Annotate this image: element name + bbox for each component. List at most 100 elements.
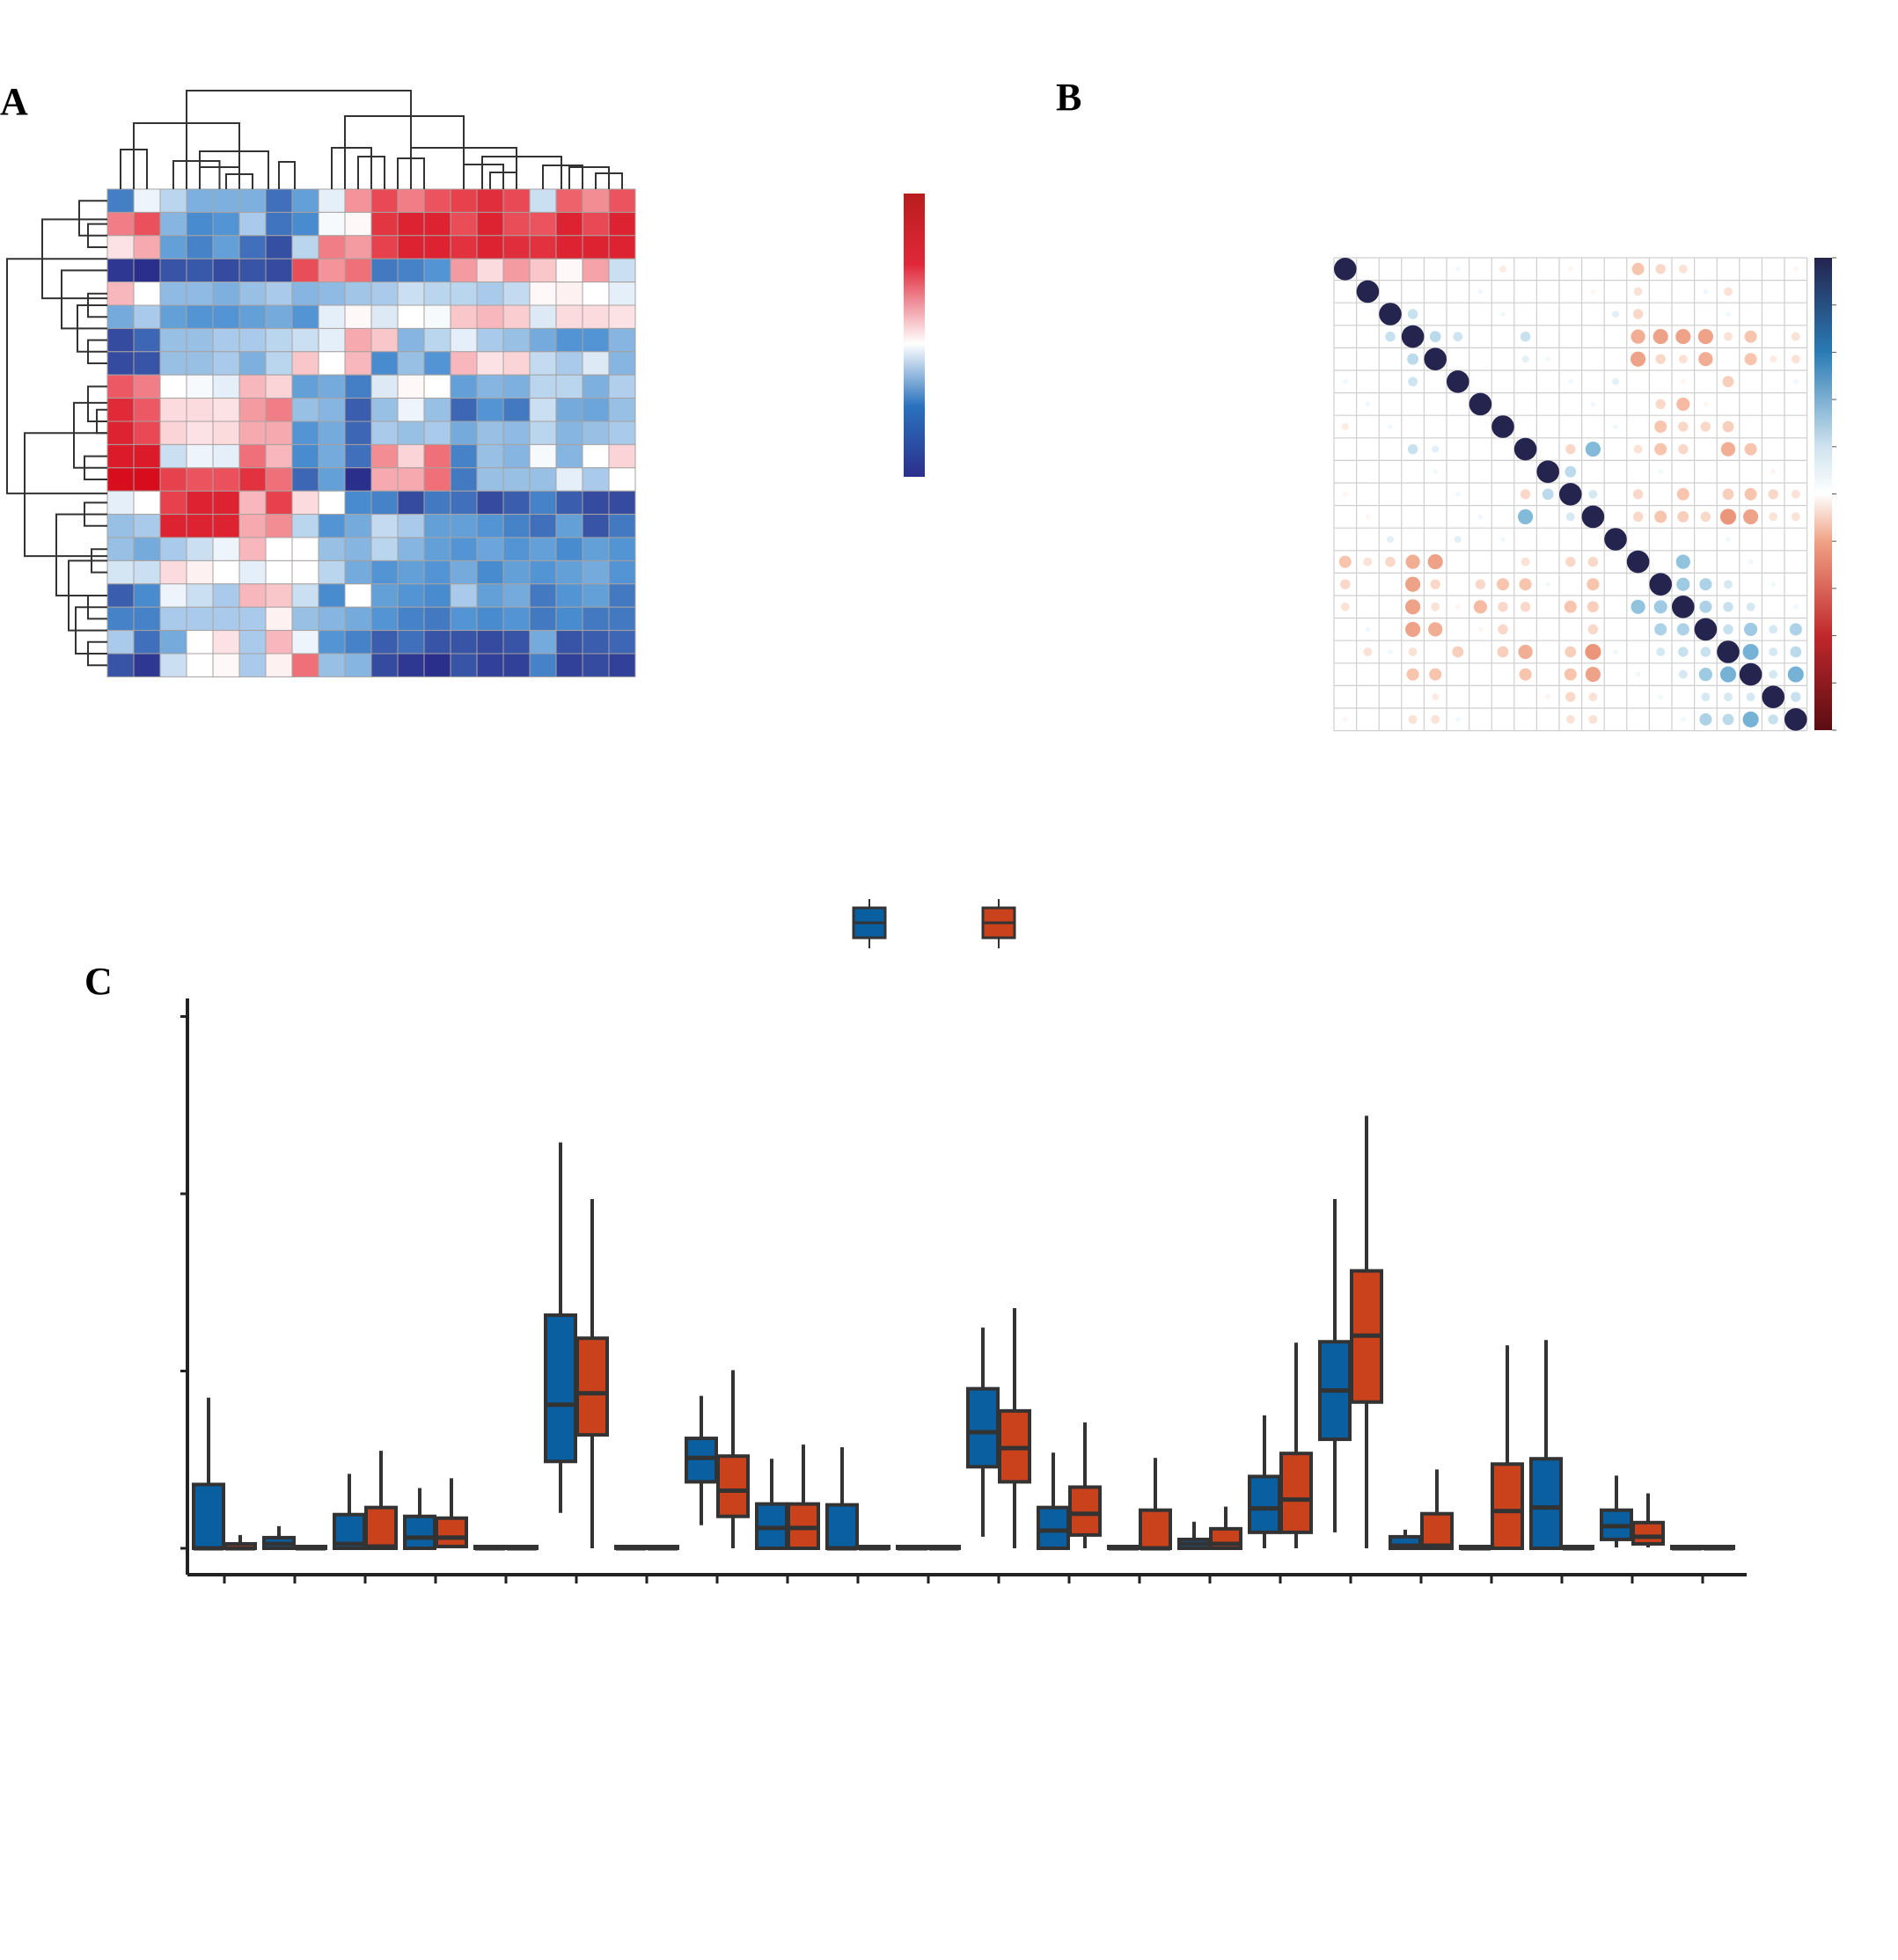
- correlation-dot: [1789, 623, 1802, 636]
- correlation-dot: [1746, 692, 1755, 702]
- correlation-dot: [1742, 711, 1759, 728]
- heatmap-cell: [423, 235, 451, 260]
- heatmap-cell: [423, 443, 451, 469]
- heatmap-cell: [529, 606, 557, 632]
- heatmap-cell: [529, 282, 557, 306]
- heatmap-cell: [318, 398, 346, 422]
- row-dendrogram-branch: [55, 513, 107, 596]
- box-t: [1420, 1511, 1454, 1551]
- correlation-dot: [1678, 264, 1688, 274]
- heatmap-cell: [212, 490, 240, 516]
- heatmap-cell: [423, 514, 451, 538]
- heatmap-cell: [555, 188, 583, 213]
- heatmap-cell: [555, 258, 583, 283]
- heatmap-cell: [186, 467, 214, 492]
- heatmap-cell: [318, 258, 346, 283]
- heatmap-cell: [476, 490, 504, 516]
- correlation-dot: [1698, 352, 1713, 367]
- heatmap-cell: [502, 282, 531, 306]
- heatmap-cell: [186, 304, 214, 329]
- column-dendrogram-branch: [278, 161, 296, 189]
- correlation-dot: [1744, 330, 1757, 343]
- heatmap-cell: [344, 327, 372, 353]
- heatmap-cell: [133, 188, 161, 213]
- colorbar-b: [1814, 258, 1832, 730]
- box-t: [364, 1505, 398, 1551]
- heatmap-cell: [555, 327, 583, 353]
- heatmap-cell: [186, 537, 214, 561]
- correlation-dot: [1677, 511, 1689, 523]
- heatmap-cell: [529, 514, 557, 538]
- diagonal-dot: [1536, 460, 1559, 483]
- heatmap-cell: [476, 653, 504, 677]
- heatmap-cell: [106, 282, 135, 306]
- heatmap-cell: [450, 258, 478, 283]
- heatmap-cell: [265, 537, 293, 561]
- correlation-dot: [1455, 491, 1461, 497]
- heatmap-cell: [291, 211, 319, 237]
- correlation-dot: [1770, 469, 1777, 475]
- heatmap-cell: [582, 537, 610, 561]
- heatmap-cell: [529, 398, 557, 422]
- correlation-dot: [1790, 646, 1802, 658]
- heatmap-cell: [159, 559, 187, 585]
- heatmap-cell: [291, 398, 319, 422]
- correlation-dot: [1654, 420, 1667, 434]
- box-n: [403, 1514, 436, 1550]
- heatmap-cell: [159, 606, 187, 632]
- diagonal-dot: [1356, 280, 1380, 304]
- heatmap-cell: [555, 351, 583, 376]
- correlation-dot: [1408, 647, 1418, 656]
- correlation-dot: [1722, 376, 1734, 388]
- heatmap-cell: [502, 606, 531, 632]
- correlation-dot: [1565, 512, 1575, 522]
- correlation-dot: [1675, 329, 1691, 345]
- correlation-dot: [1565, 714, 1575, 724]
- heatmap-cell: [265, 351, 293, 376]
- correlation-dot: [1724, 580, 1733, 589]
- heatmap-cell: [159, 327, 187, 353]
- heatmap-cell: [159, 630, 187, 655]
- heatmap-cell: [265, 443, 293, 469]
- heatmap-cell: [159, 443, 187, 469]
- correlation-dot: [1792, 378, 1799, 384]
- correlation-dot: [1453, 332, 1463, 342]
- correlation-dot: [1699, 713, 1712, 726]
- correlation-dot: [1653, 600, 1667, 614]
- heatmap-cell: [397, 514, 425, 538]
- heatmap-cell: [476, 374, 504, 399]
- correlation-dot: [1565, 443, 1576, 455]
- heatmap-cell: [133, 606, 161, 632]
- heatmap-cell: [291, 188, 319, 213]
- correlation-dot: [1431, 602, 1440, 611]
- correlation-dot: [1720, 442, 1736, 457]
- correlation-dot: [1365, 514, 1371, 520]
- heatmap-cell: [344, 653, 372, 677]
- heatmap-cell: [608, 514, 636, 538]
- heatmap-cell: [582, 559, 610, 585]
- correlation-dot: [1744, 487, 1757, 501]
- correlation-dot: [1427, 554, 1443, 570]
- correlation-dot: [1719, 508, 1737, 525]
- heatmap-cell: [555, 583, 583, 608]
- heatmap-cell: [159, 304, 187, 329]
- heatmap-cell: [582, 443, 610, 469]
- heatmap-cell: [555, 235, 583, 260]
- heatmap-cell: [133, 583, 161, 608]
- heatmap-cell: [159, 351, 187, 376]
- correlation-dot: [1769, 625, 1778, 634]
- heatmap-cell: [555, 304, 583, 329]
- correlation-dot: [1433, 469, 1439, 475]
- heatmap-cell: [502, 559, 531, 585]
- heatmap-cell: [450, 282, 478, 306]
- heatmap-cell: [106, 583, 135, 608]
- correlation-dot: [1631, 351, 1646, 367]
- heatmap-cell: [397, 467, 425, 492]
- heatmap-cell: [502, 467, 531, 492]
- correlation-dot: [1726, 537, 1731, 542]
- heatmap-cell: [186, 258, 214, 283]
- correlation-dot: [1545, 356, 1551, 362]
- heatmap-cell: [238, 258, 267, 283]
- heatmap-cell: [238, 630, 267, 655]
- heatmap-cell: [238, 514, 267, 538]
